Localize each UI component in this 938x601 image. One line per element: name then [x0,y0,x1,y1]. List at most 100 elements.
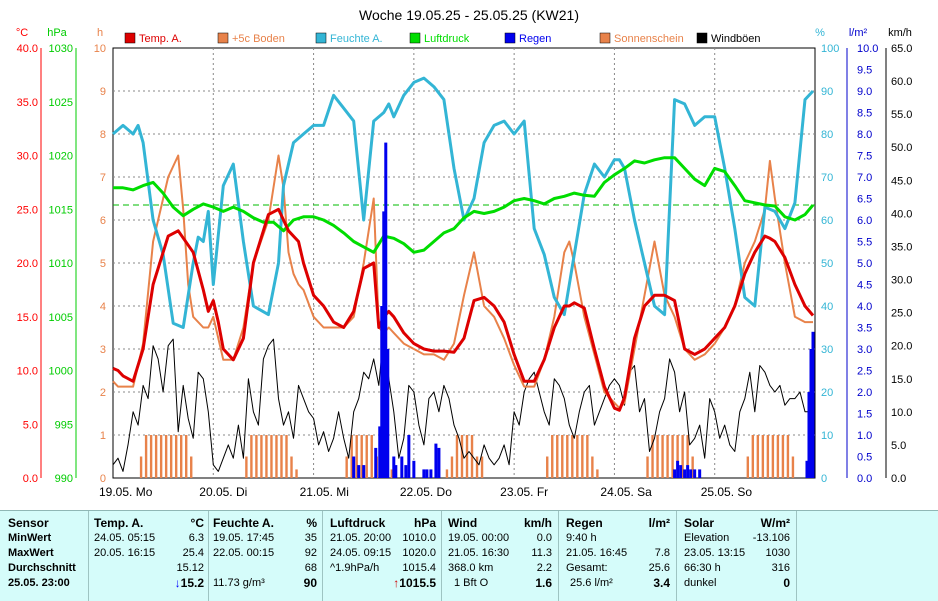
sunshine-bar [255,435,258,478]
axis-tick-press: 1030 [49,43,73,55]
axis-tick-wind: 35.0 [891,241,912,253]
hum-min-value: 35 [304,532,317,544]
rain-bar [422,469,426,478]
hum-max-value: 92 [304,547,317,559]
sunshine-bar [756,435,760,478]
sunshine-bar [270,435,273,478]
axis-tick-sun: 10 [94,43,106,55]
axis-tick-temp: 25.0 [17,204,38,216]
temp-unit: °C [190,516,204,530]
axis-tick-sun: 1 [100,430,106,442]
x-axis-label: 21.05. Mi [300,485,349,499]
solar-elevation-value: -13.106 [752,532,790,544]
axis-tick-wind: 15.0 [891,374,912,386]
sunshine-bar [465,435,469,478]
rain-bar [394,465,398,478]
sunshine-bar [285,435,288,478]
axis-tick-rain: 8.5 [857,108,872,120]
sunshine-bar [651,435,654,478]
sunshine-bar [480,456,484,478]
x-axis-label: 22.05. Do [400,485,452,499]
solar-state: dunkel [684,577,717,589]
sunshine-bar [174,435,178,478]
wind-current-value: 1.6 [535,576,552,590]
axis-tick-sun: 6 [100,215,106,227]
sunshine-bar [345,456,348,478]
wind-max-value: 11.3 [531,547,552,559]
axis-tick-press: 1005 [49,312,73,324]
axis-tick-sun: 3 [100,344,106,356]
stats-divider [796,511,797,601]
wind-distance: 368.0 km [448,562,494,574]
sunshine-bar [275,435,278,478]
axis-tick-wind: 65.0 [891,43,912,55]
stats-sensor-section: Sensor MinWert MaxWert Durchschnitt 25.0… [8,515,86,591]
sunshine-bar [450,456,454,478]
axis-tick-hum: 20 [821,387,833,399]
axis-tick-temp: 35.0 [17,97,38,109]
rain-bar [352,456,356,478]
series-line-windboeen [112,332,814,472]
press-header: Luftdruck [330,516,386,530]
sunshine-bar [746,456,750,478]
x-axis-label: 20.05. Di [199,485,247,499]
sunshine-bar [586,435,589,478]
stats-divider [208,511,209,601]
legend-label: Windböen [711,33,761,45]
rain-bar [434,443,438,478]
rain-bar [404,465,408,478]
axis-unit-rain: l/m² [849,27,868,39]
axis-unit-wind: km/h [888,27,912,39]
stats-divider [441,511,442,601]
temp-max-value: 25.4 [182,547,204,559]
hum-max-time: 22.05. 00:15 [213,547,275,559]
axis-tick-press: 1015 [49,204,73,216]
sunshine-bar [591,456,594,478]
x-axis-label: 19.05. Mo [99,485,153,499]
sunshine-bar [646,456,649,478]
sunshine-bar [355,435,358,478]
rain-bar [683,469,687,478]
rain-total-value: 25.6 [648,562,670,574]
stats-divider [88,511,89,601]
stats-sensor-header: Sensor [8,516,49,530]
rain-bar [407,435,411,478]
axis-unit-temp: °C [16,27,28,39]
rain-bar [362,465,366,478]
sunshine-bar [791,456,795,478]
rain-bar [689,469,693,478]
rain-bar [412,460,416,478]
axis-tick-rain: 2.5 [857,366,872,378]
axis-tick-rain: 5.5 [857,237,872,249]
axis-tick-wind: 20.0 [891,341,912,353]
hum-abs-humidity: 11.73 g/m³ [213,577,265,589]
solar-header: Solar [684,516,715,530]
stats-solar-section: Solar W/m² Elevation -13.106 23.05. 13:15 1… [684,515,790,591]
axis-tick-sun: 4 [100,301,106,313]
temp-trend-arrow: ↓ [174,576,181,590]
axis-tick-rain: 4.5 [857,280,872,292]
stats-humidity-section: Feuchte A.% 19.05. 17:45 35 22.05. 00:15 9… [213,515,317,591]
sunshine-bar [445,469,449,478]
rain-bar [693,469,697,478]
sunshine-bar [159,435,163,478]
sunshine-bar [280,435,283,478]
legend-label: Luftdruck [424,33,470,45]
axis-tick-rain: 9.0 [857,86,872,98]
rain-bar [386,349,390,478]
temp-max-time: 20.05. 16:15 [94,547,156,559]
axis-tick-hum: 70 [821,172,833,184]
axis-tick-sun: 7 [100,172,106,184]
axis-tick-wind: 25.0 [891,308,912,320]
row-label-max: MaxWert [8,547,54,559]
sunshine-bar [546,456,549,478]
hum-current-value: 90 [303,576,317,590]
legend-label: +5c Boden [232,33,285,45]
axis-tick-sun: 8 [100,129,106,141]
axis-tick-hum: 100 [821,43,839,55]
axis-tick-press: 990 [55,473,73,485]
axis-tick-rain: 4.0 [857,301,872,313]
legend-swatch [409,32,421,44]
sunshine-bar [766,435,770,478]
x-axis-label: 23.05. Fr [500,485,548,499]
